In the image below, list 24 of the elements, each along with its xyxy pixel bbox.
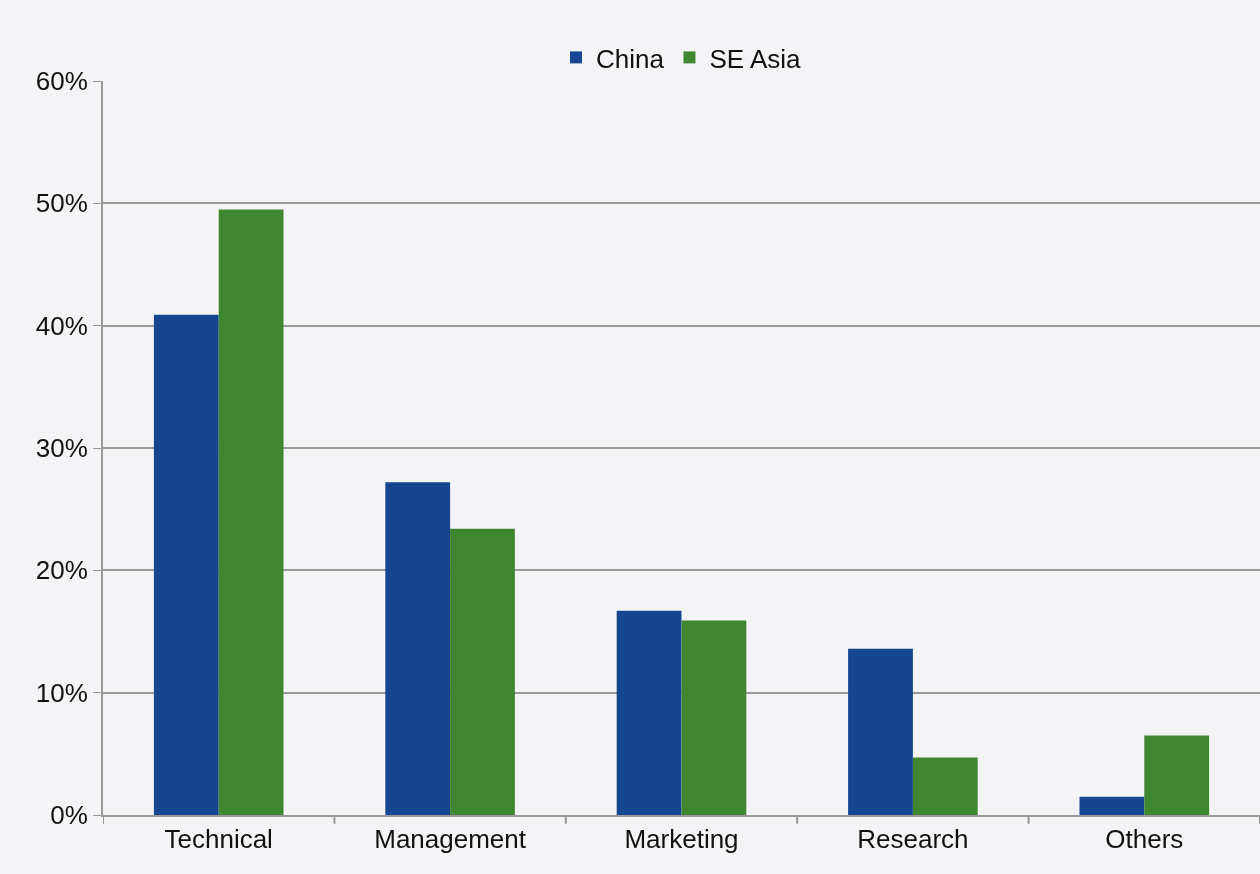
bar [385, 482, 451, 815]
bar [681, 620, 747, 815]
bar [153, 314, 219, 815]
y-tick-label: 20% [35, 555, 88, 586]
bar [1079, 796, 1145, 815]
y-tick-label: 40% [35, 310, 88, 341]
bar [848, 648, 913, 815]
x-tick-label: Others [1105, 824, 1184, 855]
bar [1144, 735, 1210, 815]
y-tick-label: 0% [50, 800, 88, 831]
x-tick-label: Research [857, 824, 969, 855]
x-tick-label: Technical [164, 824, 273, 855]
y-tick-label: 30% [35, 433, 88, 464]
x-tick-label: Marketing [624, 824, 739, 855]
x-tick-label: Management [374, 824, 527, 855]
bar [218, 209, 284, 815]
legend-label: China [596, 43, 665, 74]
y-tick-label: 10% [35, 677, 88, 708]
bar [450, 528, 515, 815]
legend-label: SE Asia [709, 43, 802, 74]
bar [912, 757, 978, 815]
y-tick-label: 50% [35, 188, 88, 219]
bar [616, 610, 682, 815]
y-tick-label: 60% [35, 66, 88, 97]
